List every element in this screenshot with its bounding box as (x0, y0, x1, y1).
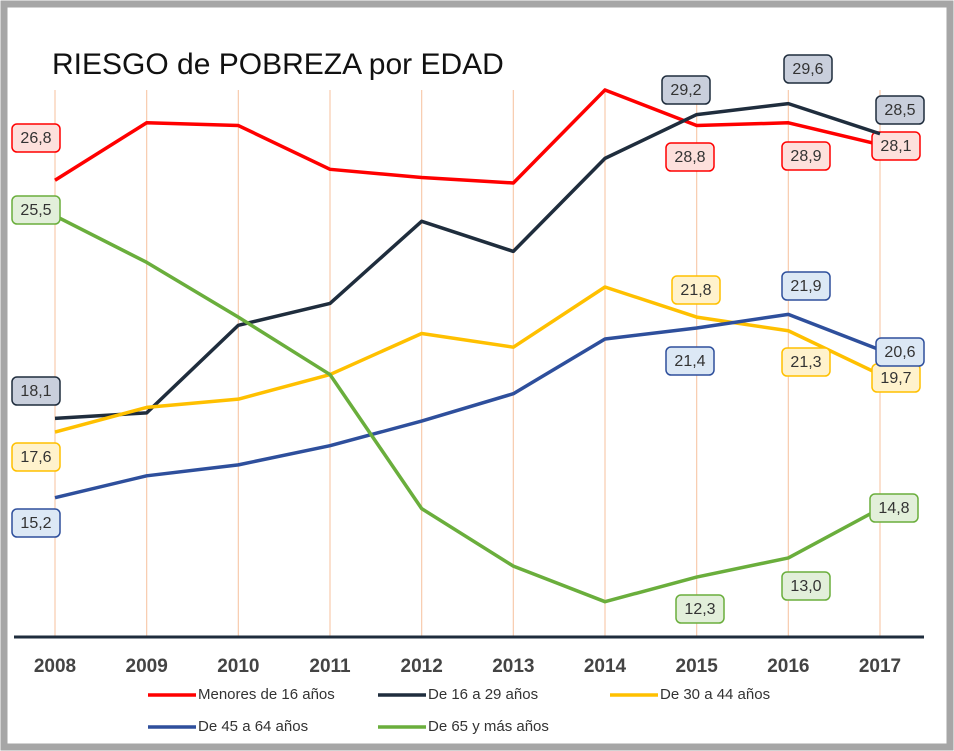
legend-label: De 16 a 29 años (428, 686, 538, 703)
value-label: 21,9 (790, 278, 821, 295)
value-label-box (11, 508, 61, 538)
x-tick-label: 2012 (401, 656, 443, 677)
value-label: 21,3 (790, 354, 821, 371)
value-label-box (675, 594, 725, 624)
legend-label: Menores de 16 años (198, 686, 335, 703)
chart-title: RIESGO de POBREZA por EDAD (52, 48, 504, 81)
value-label: 17,6 (20, 449, 51, 466)
value-label: 28,1 (880, 138, 911, 155)
value-label: 28,5 (884, 102, 915, 119)
value-label-box (781, 571, 831, 601)
value-label: 12,3 (684, 601, 715, 618)
x-tick-label: 2008 (34, 656, 76, 677)
value-label: 20,6 (884, 344, 915, 361)
value-label: 21,4 (674, 353, 705, 370)
value-label-box (665, 142, 715, 172)
value-label-box (869, 493, 919, 523)
x-tick-label: 2010 (217, 656, 259, 677)
x-tick-label: 2017 (859, 656, 901, 677)
x-tick-label: 2011 (309, 656, 351, 677)
x-tick-label: 2014 (584, 656, 627, 677)
value-label-box (781, 271, 831, 301)
value-label: 18,1 (20, 383, 51, 400)
series-line (54, 285, 881, 434)
value-label-box (661, 75, 711, 105)
value-label-box (11, 123, 61, 153)
value-label-box (11, 376, 61, 406)
value-label: 28,8 (674, 149, 705, 166)
x-tick-label: 2015 (676, 656, 719, 677)
series-line (54, 101, 881, 421)
value-label-box (11, 442, 61, 472)
x-tick-label: 2013 (492, 656, 534, 677)
value-label-box (875, 95, 925, 125)
legend-label: De 65 y más años (428, 718, 549, 735)
value-label: 28,9 (790, 148, 821, 165)
value-label: 26,8 (20, 130, 51, 147)
value-label-box (875, 337, 925, 367)
series-line (54, 88, 881, 185)
value-label: 25,5 (20, 202, 51, 219)
series-line (54, 312, 881, 500)
value-label-box (783, 54, 833, 84)
value-label-box (671, 275, 721, 305)
legend-label: De 30 a 44 años (660, 686, 770, 703)
value-label: 29,2 (670, 82, 701, 99)
value-label: 29,6 (792, 61, 823, 78)
value-label: 13,0 (790, 578, 821, 595)
series-line (54, 214, 881, 604)
value-label: 14,8 (878, 500, 909, 517)
x-tick-label: 2009 (126, 656, 168, 677)
value-label: 19,7 (880, 370, 911, 387)
value-label-box (781, 141, 831, 171)
legend-label: De 45 a 64 años (198, 718, 308, 735)
value-label-box (781, 347, 831, 377)
value-label-box (11, 195, 61, 225)
value-label-box (665, 346, 715, 376)
value-label: 15,2 (20, 515, 51, 532)
value-label: 21,8 (680, 282, 711, 299)
x-tick-label: 2016 (767, 656, 809, 677)
value-label-box (871, 131, 921, 161)
